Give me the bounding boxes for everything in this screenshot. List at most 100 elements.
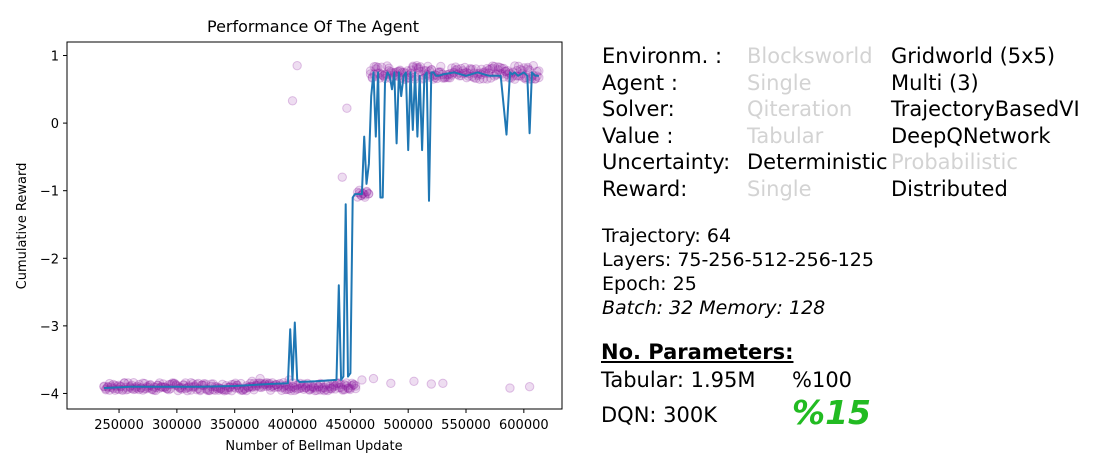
scatter-point bbox=[493, 65, 503, 75]
scatter-point bbox=[474, 74, 485, 84]
scatter-point bbox=[368, 373, 379, 384]
scatter-point bbox=[369, 62, 379, 72]
scatter-point bbox=[330, 384, 341, 394]
scatter-point bbox=[284, 381, 294, 392]
scatter-point bbox=[350, 381, 361, 391]
scatter-point bbox=[456, 63, 466, 74]
scatter-point bbox=[360, 192, 370, 202]
scatter-point bbox=[319, 385, 329, 396]
scatter-point bbox=[306, 384, 316, 394]
scatter-point bbox=[140, 378, 150, 389]
scatter-point bbox=[288, 381, 298, 392]
scatter-point bbox=[308, 381, 318, 392]
scatter-point bbox=[450, 62, 461, 72]
scatter-point bbox=[319, 382, 329, 393]
scatter-point bbox=[534, 72, 544, 83]
scatter-point bbox=[363, 189, 374, 199]
layers-text: Layers: 75-256-512-256-125 bbox=[602, 249, 874, 271]
scatter-point bbox=[350, 383, 361, 394]
scatter-point bbox=[426, 379, 437, 389]
x-tick-label: 600000 bbox=[499, 418, 549, 433]
scatter-point bbox=[486, 64, 496, 74]
params-title: No. Parameters: bbox=[601, 340, 794, 364]
scatter-point bbox=[310, 383, 320, 393]
scatter-point bbox=[341, 381, 352, 391]
config-option-2: DeepQNetwork bbox=[891, 123, 1051, 148]
scatter-point bbox=[487, 63, 498, 74]
scatter-point bbox=[328, 382, 339, 392]
config-label: Reward: bbox=[602, 177, 688, 201]
scatter-point bbox=[510, 61, 520, 71]
scatter-point bbox=[286, 383, 296, 393]
series-line bbox=[103, 71, 539, 389]
scatter-point bbox=[495, 62, 505, 73]
config-option-1: Blocksworld bbox=[747, 44, 873, 68]
scatter-point bbox=[528, 60, 539, 71]
x-tick-label: 400000 bbox=[268, 418, 318, 433]
scatter-point bbox=[347, 381, 357, 391]
scatter-point bbox=[524, 381, 535, 392]
trajectory-text: Trajectory: 64 bbox=[602, 225, 732, 247]
scatter-point bbox=[326, 383, 337, 393]
scatter-point bbox=[349, 380, 359, 390]
config-option-1: Qiteration bbox=[747, 97, 853, 122]
x-tick-label: 350000 bbox=[210, 418, 260, 433]
config-option-2: Multi (3) bbox=[891, 70, 979, 95]
scatter-point bbox=[471, 73, 481, 83]
axes: 250000 300000 350000 400000 450000 500000 5500… bbox=[40, 50, 549, 433]
plot-frame bbox=[66, 41, 563, 410]
scatter-point bbox=[315, 385, 326, 395]
scatter-point bbox=[255, 373, 265, 384]
y-tick-label: −1 bbox=[40, 185, 59, 200]
scatter-point bbox=[289, 385, 300, 396]
y-axis-label: Cumulative Reward bbox=[15, 163, 30, 290]
scatter-point bbox=[500, 66, 511, 76]
scatter-point bbox=[304, 385, 315, 395]
scatter-point bbox=[325, 381, 335, 392]
scatter-point bbox=[304, 384, 315, 395]
scatter-point bbox=[460, 62, 470, 73]
scatter-point bbox=[276, 385, 287, 396]
scatter-point bbox=[497, 63, 507, 74]
config-label: Agent : bbox=[602, 70, 678, 95]
y-tick-label: 0 bbox=[51, 117, 59, 132]
y-tick-label: −3 bbox=[40, 320, 59, 335]
scatter-point bbox=[291, 384, 302, 394]
config-option-2: TrajectoryBasedVI bbox=[891, 97, 1080, 122]
x-tick-label: 550000 bbox=[441, 418, 491, 433]
scatter-point bbox=[371, 64, 381, 74]
config-option-2: Probabilistic bbox=[891, 150, 1018, 175]
scatter-point bbox=[317, 384, 328, 394]
scatter-point bbox=[493, 62, 503, 72]
scatter-point bbox=[499, 63, 509, 74]
scatter-point bbox=[287, 96, 298, 106]
config-label: Solver: bbox=[602, 97, 675, 122]
scatter-point bbox=[342, 103, 352, 113]
dqn-percent: %15 bbox=[792, 393, 871, 432]
config-option-2: Distributed bbox=[891, 177, 1008, 201]
config-option-1: Single bbox=[747, 70, 812, 95]
scatter-point bbox=[282, 384, 292, 395]
scatter-point bbox=[438, 378, 448, 389]
epoch-text: Epoch: 25 bbox=[602, 273, 697, 295]
scatter-point bbox=[413, 63, 424, 73]
scatter-point bbox=[326, 384, 337, 394]
scatter-point bbox=[339, 380, 350, 390]
scatter-point bbox=[523, 64, 533, 74]
scatter-point bbox=[408, 61, 418, 71]
scatter-point bbox=[293, 384, 304, 394]
scatter-point bbox=[505, 383, 515, 393]
tabular-params: Tabular: 1.95M bbox=[601, 368, 756, 392]
plot-area bbox=[99, 60, 544, 396]
scatter-point bbox=[484, 64, 494, 75]
scatter-point bbox=[297, 382, 307, 393]
scatter-point bbox=[343, 383, 353, 393]
scatter-point bbox=[308, 382, 318, 393]
x-axis-label: Number of Bellman Update bbox=[225, 439, 402, 454]
scatter-point bbox=[523, 62, 533, 73]
x-tick-label: 500000 bbox=[383, 418, 433, 433]
scatter-point bbox=[371, 61, 381, 72]
scatter-point bbox=[412, 61, 422, 71]
scatter-point bbox=[408, 62, 418, 73]
scatter-point bbox=[347, 378, 357, 388]
